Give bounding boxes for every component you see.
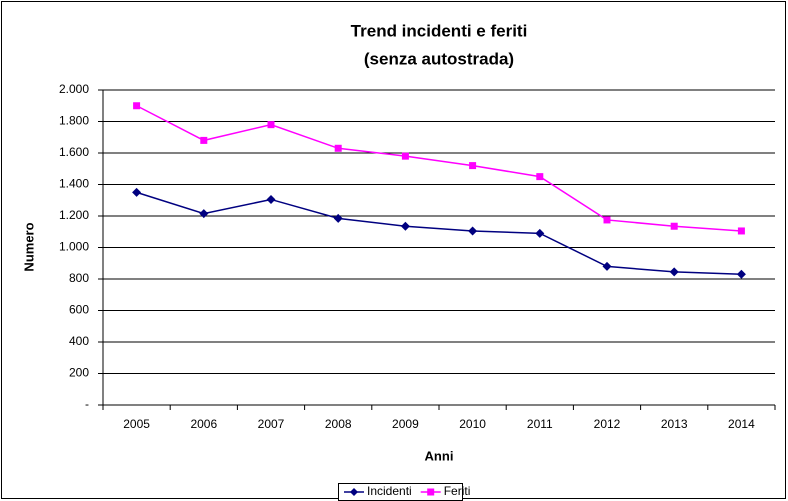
marker — [200, 136, 208, 144]
marker — [536, 173, 544, 181]
legend-label: Incidenti — [367, 484, 412, 498]
y-tick-label: 800 — [69, 271, 89, 285]
marker — [669, 267, 679, 277]
x-tick-label: 2014 — [728, 417, 755, 431]
y-tick-label: 600 — [69, 303, 89, 317]
y-axis-title: Numero — [21, 222, 36, 271]
legend-marker — [427, 488, 435, 496]
y-tick-label: 1.200 — [59, 208, 89, 222]
x-tick-label: 2010 — [459, 417, 486, 431]
marker — [267, 121, 275, 129]
marker — [334, 144, 342, 152]
chart-subtitle: (senza autostrada) — [364, 49, 514, 68]
marker — [670, 222, 678, 230]
x-tick-label: 2011 — [527, 417, 553, 431]
y-tick-label: 200 — [69, 366, 89, 380]
legend-marker — [350, 488, 358, 496]
marker — [133, 102, 141, 110]
x-tick-label: 2012 — [594, 417, 621, 431]
y-tick-label: 1.400 — [59, 177, 89, 191]
x-tick-label: 2005 — [123, 417, 150, 431]
y-tick-label: 1.000 — [59, 240, 89, 254]
y-tick-label: 1.800 — [59, 114, 89, 128]
series-line — [136, 105, 742, 232]
x-tick-label: 2006 — [190, 417, 217, 431]
marker — [736, 269, 746, 279]
y-tick-label: 400 — [69, 334, 89, 348]
y-tick-label: 1.600 — [59, 145, 89, 159]
x-tick-label: 2007 — [258, 417, 285, 431]
legend-label: Feriti — [444, 484, 471, 498]
marker — [400, 221, 410, 231]
chart-title: Trend incidenti e feriti — [351, 21, 528, 40]
marker — [603, 216, 611, 224]
marker — [468, 226, 478, 236]
marker — [266, 194, 276, 204]
marker — [602, 261, 612, 271]
x-tick-label: 2008 — [325, 417, 352, 431]
x-axis-title: Anni — [425, 448, 454, 463]
marker — [401, 152, 409, 160]
marker — [199, 209, 209, 219]
marker — [333, 213, 343, 223]
y-tick-label: - — [85, 397, 89, 411]
marker — [469, 162, 477, 170]
y-tick-label: 2.000 — [59, 82, 89, 96]
series-line — [136, 191, 742, 276]
marker — [535, 228, 545, 238]
x-tick-label: 2013 — [661, 417, 688, 431]
x-tick-label: 2009 — [392, 417, 419, 431]
marker — [132, 187, 142, 197]
marker — [737, 227, 745, 235]
